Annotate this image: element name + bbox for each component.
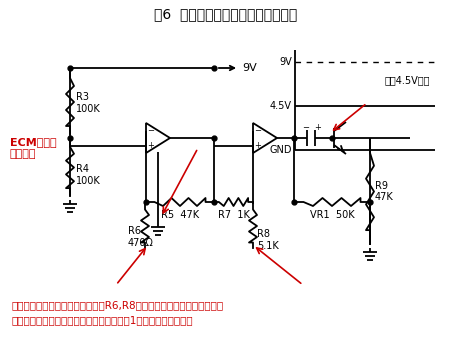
Text: 9V: 9V	[279, 57, 291, 67]
Text: これにより、直流（バイアス）に対しては1倍のアンプになる。: これにより、直流（バイアス）に対しては1倍のアンプになる。	[12, 315, 193, 325]
Text: R9
47K: R9 47K	[374, 181, 393, 202]
Text: R3
100K: R3 100K	[76, 92, 101, 114]
Text: R8
5.1K: R8 5.1K	[257, 229, 278, 251]
Text: −: −	[254, 126, 261, 135]
Text: +: +	[147, 141, 154, 150]
Text: 9V: 9V	[241, 63, 256, 73]
Text: −: −	[301, 123, 308, 132]
Text: R7  1K: R7 1K	[217, 210, 249, 220]
Text: コンデンサは直流を通さないのでR6,R8の下側はオープンと見なせる。: コンデンサは直流を通さないのでR6,R8の下側はオープンと見なせる。	[12, 300, 224, 310]
Text: VR1  50K: VR1 50K	[309, 210, 354, 220]
Text: +: +	[313, 123, 320, 132]
Text: 4.5V: 4.5V	[269, 101, 291, 111]
Text: ECMからの
信号無し: ECMからの 信号無し	[10, 137, 56, 159]
Text: 図6  直流バイアスに対する等価回路: 図6 直流バイアスに対する等価回路	[154, 7, 297, 21]
Text: −: −	[147, 126, 154, 135]
Text: R6
470Ω: R6 470Ω	[128, 226, 153, 248]
Text: 直流4.5Vのみ: 直流4.5Vのみ	[384, 75, 429, 85]
Text: R4
100K: R4 100K	[76, 164, 101, 186]
Text: GND: GND	[269, 145, 291, 155]
Text: +: +	[254, 141, 261, 150]
Text: R5  47K: R5 47K	[161, 210, 198, 220]
